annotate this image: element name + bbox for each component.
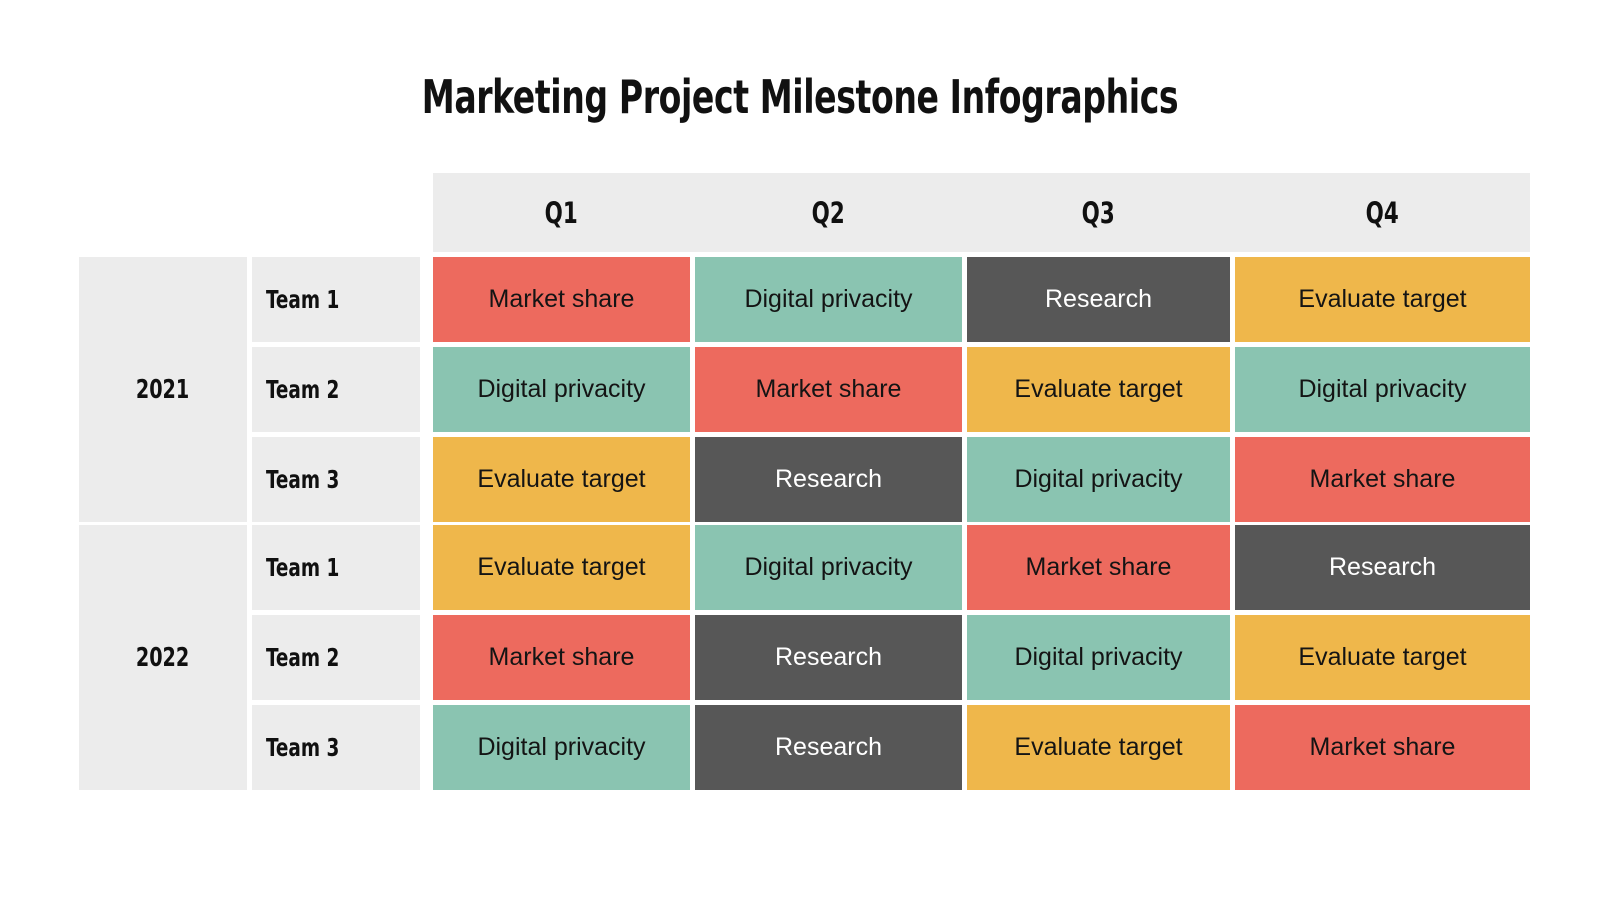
milestone-cell: Research	[695, 615, 962, 700]
milestone-cell: Evaluate target	[1235, 257, 1530, 342]
milestone-cell: Market share	[1235, 437, 1530, 522]
milestone-cell: Research	[695, 705, 962, 790]
milestone-cell: Evaluate target	[967, 347, 1230, 432]
milestone-cell: Digital privacity	[967, 437, 1230, 522]
team-label-2021-team-3: Team 3	[252, 437, 420, 522]
page-title: Marketing Project Milestone Infographics	[421, 70, 1179, 124]
milestone-cell: Digital privacity	[433, 347, 690, 432]
team-label-2022-team-1: Team 1	[252, 525, 420, 610]
milestone-cell: Digital privacity	[1235, 347, 1530, 432]
milestone-cell: Market share	[433, 615, 690, 700]
milestone-cell: Market share	[967, 525, 1230, 610]
milestone-cell: Research	[1235, 525, 1530, 610]
milestone-cell: Market share	[695, 347, 962, 432]
year-label-2022: 2022	[79, 525, 247, 790]
milestone-cell: Digital privacity	[695, 257, 962, 342]
team-label-2021-team-1: Team 1	[252, 257, 420, 342]
milestone-cell: Market share	[433, 257, 690, 342]
milestone-cell: Evaluate target	[433, 437, 690, 522]
year-label-2021: 2021	[79, 257, 247, 522]
column-header-q3: Q3	[967, 173, 1230, 252]
milestone-cell: Digital privacity	[695, 525, 962, 610]
milestone-cell: Research	[695, 437, 962, 522]
milestone-cell: Evaluate target	[433, 525, 690, 610]
team-label-2022-team-2: Team 2	[252, 615, 420, 700]
milestone-cell: Digital privacity	[433, 705, 690, 790]
milestone-cell: Market share	[1235, 705, 1530, 790]
column-header-q4: Q4	[1235, 173, 1530, 252]
team-label-2022-team-3: Team 3	[252, 705, 420, 790]
column-header-q1: Q1	[433, 173, 690, 252]
milestone-cell: Research	[967, 257, 1230, 342]
team-label-2021-team-2: Team 2	[252, 347, 420, 432]
milestone-table: Q1 Q2 Q3 Q4 2021 Team 1 Market share Digital pr…	[79, 173, 1530, 790]
milestone-cell: Evaluate target	[967, 705, 1230, 790]
column-header-q2: Q2	[695, 173, 962, 252]
milestone-cell: Digital privacity	[967, 615, 1230, 700]
milestone-cell: Evaluate target	[1235, 615, 1530, 700]
